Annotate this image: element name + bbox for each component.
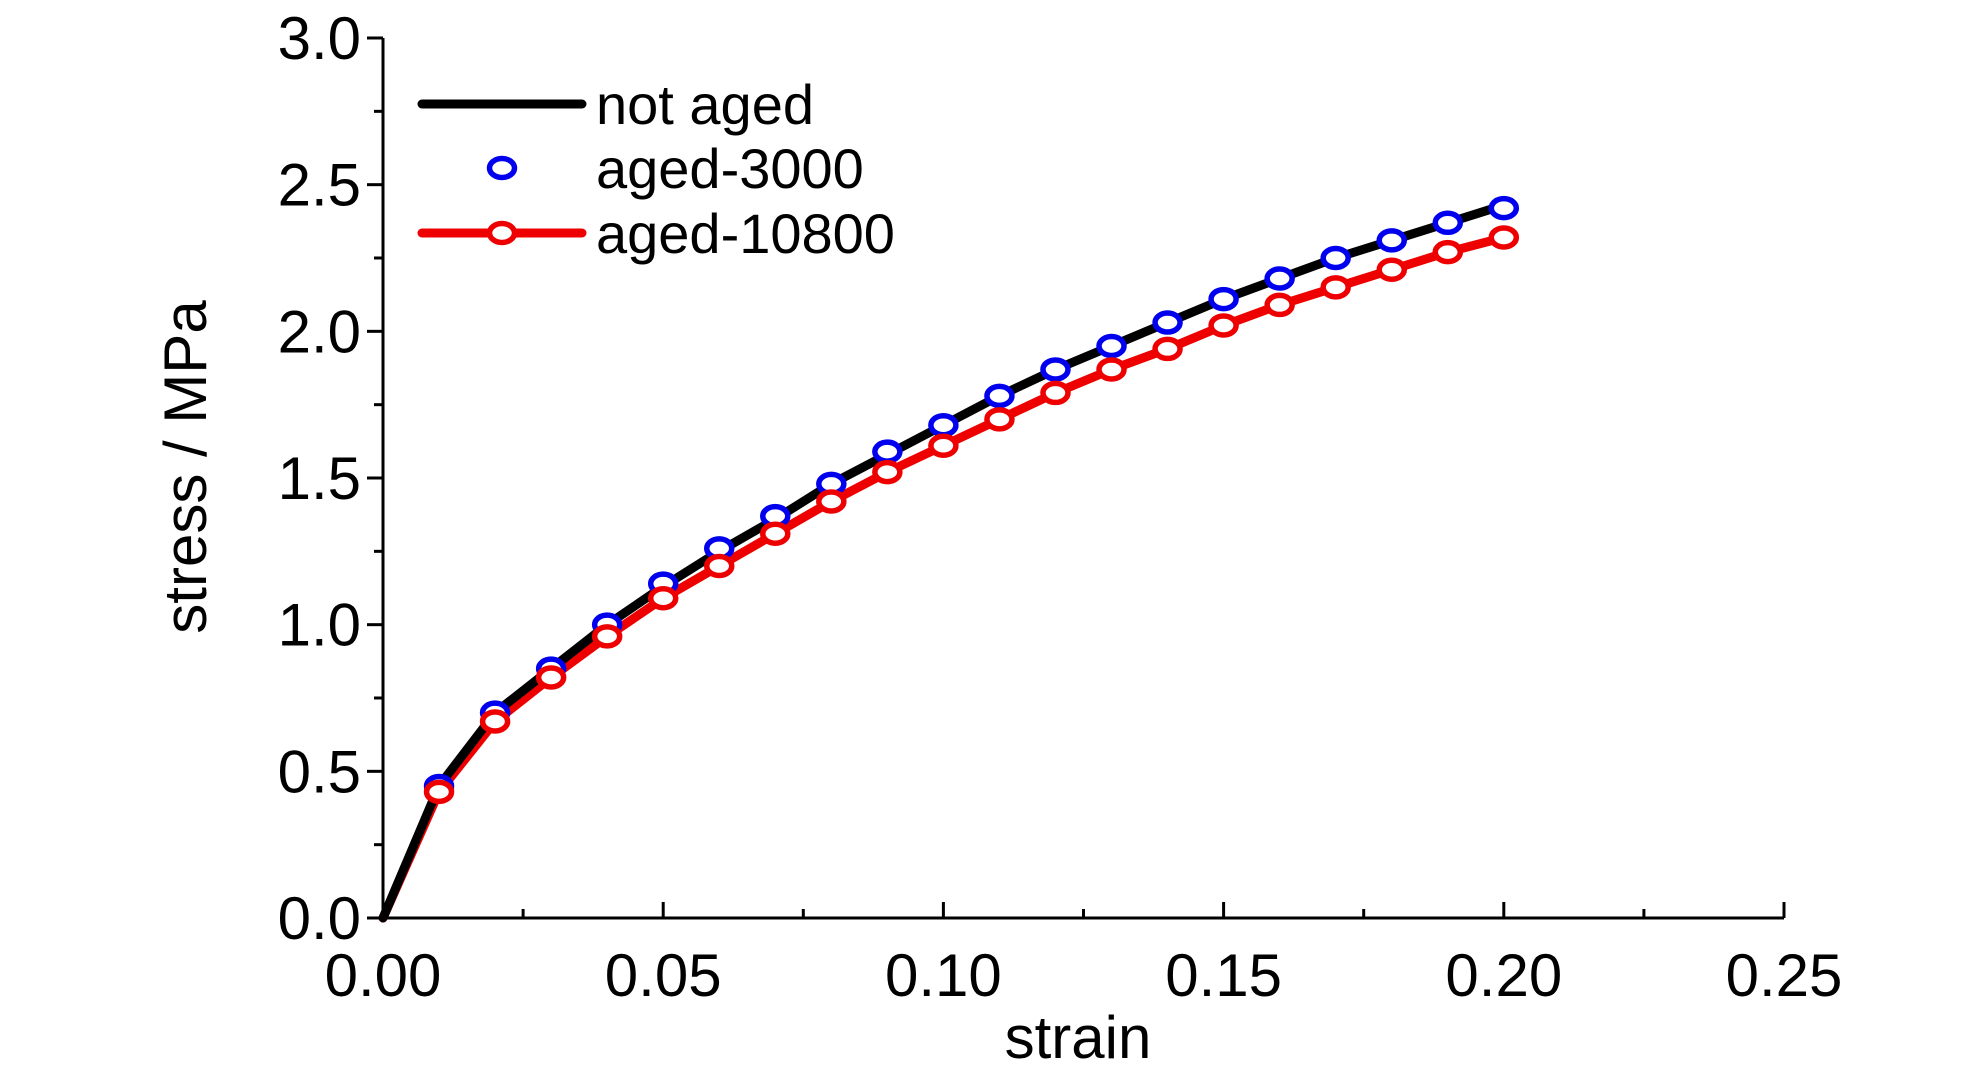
aged-10800-marker	[1488, 225, 1520, 250]
y-tick-label: 0.0	[278, 885, 361, 952]
aged-10800-marker	[1376, 257, 1407, 282]
aged-3000-marker	[1096, 333, 1127, 359]
aged-3000-marker	[1208, 286, 1239, 312]
x-tick-label: 0.05	[605, 942, 722, 1009]
aged-10800-marker	[1320, 275, 1351, 300]
aged-10800-marker	[872, 459, 903, 485]
aged-10800-marker	[1040, 380, 1071, 406]
legend-aged-3000-marker	[486, 155, 518, 181]
aged-10800-marker	[928, 433, 959, 458]
y-tick-label: 3.0	[278, 5, 361, 72]
aged-3000-marker	[1040, 357, 1071, 382]
aged-10800-line	[378, 233, 1509, 923]
aged-3000-marker	[1264, 266, 1295, 291]
not-aged-line	[378, 200, 1509, 923]
aged-10800-marker	[1208, 313, 1239, 338]
aged-10800-marker	[479, 709, 511, 734]
aged-3000-marker	[1152, 310, 1183, 335]
legend-aged-10800-label: aged-10800	[596, 202, 895, 265]
legend-not-aged-label: not aged	[596, 73, 814, 136]
y-tick-label: 2.5	[278, 152, 361, 219]
aged-10800-marker	[423, 779, 455, 805]
y-tick-label: 2.0	[278, 298, 361, 365]
aged-10800-marker	[1096, 357, 1127, 382]
aged-3000-marker	[872, 439, 903, 464]
aged-3000-marker	[1320, 245, 1351, 271]
y-tick-label: 0.5	[278, 738, 361, 805]
axes: 0.0 0.5 1.0 1.5 2.0 2.5 3.0 0.00 0.05 0.10 0.15 0.2…	[278, 5, 1843, 1009]
y-axis-title: stress / MPa	[152, 300, 219, 634]
x-tick-label: 0.20	[1445, 942, 1562, 1009]
aged-3000-marker	[1488, 195, 1520, 221]
y-tick-label: 1.0	[278, 592, 361, 659]
aged-3000-marker	[928, 412, 959, 438]
aged-3000-marker	[1432, 210, 1464, 236]
aged-10800-marker	[591, 624, 623, 649]
x-tick-label: 0.15	[1165, 942, 1282, 1009]
legend-aged-3000-label: aged-3000	[596, 137, 864, 200]
aged-10800-marker	[984, 407, 1015, 432]
y-tick-label: 1.5	[278, 445, 361, 512]
x-axis-title: strain	[1005, 1004, 1152, 1063]
aged-10800-marker	[703, 553, 735, 579]
x-tick-label: 0.00	[325, 942, 442, 1009]
aged-10800-marker	[1432, 239, 1464, 265]
x-tick-label: 0.10	[885, 942, 1002, 1009]
aged-10800-marker	[1152, 336, 1183, 362]
aged-10800-marker	[647, 586, 679, 611]
aged-10800-marker	[760, 521, 791, 546]
aged-10800-marker	[535, 665, 567, 690]
legend-aged-10800-marker	[486, 220, 518, 246]
aged-3000-marker	[1376, 228, 1407, 253]
aged-3000-marker	[984, 383, 1015, 409]
aged-10800-marker	[816, 489, 847, 514]
plot-area	[378, 195, 1520, 923]
x-tick-label: 0.25	[1726, 942, 1843, 1009]
aged-10800-marker	[1264, 292, 1295, 318]
